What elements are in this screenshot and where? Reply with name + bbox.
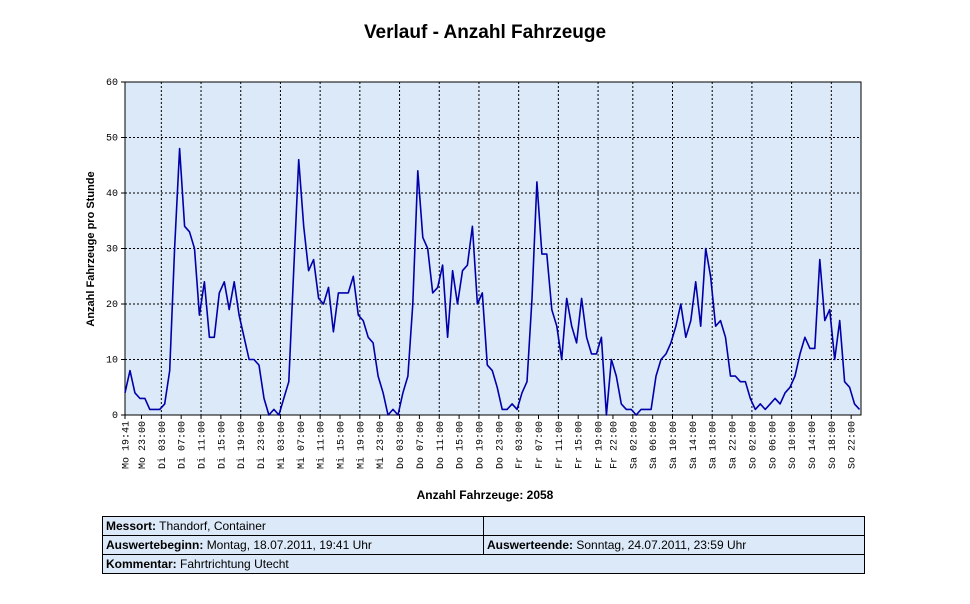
begin-value: Montag, 18.07.2011, 19:41 Uhr: [206, 538, 372, 552]
x-tick-label: Do 19:00: [475, 421, 486, 469]
x-tick-label: So 22:00: [848, 421, 859, 469]
x-tick-label: Di 23:00: [256, 421, 268, 469]
end-label: Auswerteende:: [487, 538, 574, 552]
x-tick-label: So 10:00: [788, 421, 799, 469]
x-tick-label: Do 03:00: [396, 421, 407, 469]
x-tick-label: Do 11:00: [436, 421, 447, 469]
series-line: [124, 147, 861, 416]
end-cell: Auswerteende: Sonntag, 24.07.2011, 23:59…: [483, 535, 865, 555]
x-tick-label: So 06:00: [768, 421, 779, 469]
location-label: Messort:: [106, 519, 157, 533]
end-value: Sonntag, 24.07.2011, 23:59 Uhr: [576, 538, 747, 552]
y-tick-label: 0: [112, 411, 118, 422]
x-tick-label: Di 07:00: [177, 421, 189, 469]
x-tick-label: Di 03:00: [157, 421, 169, 469]
x-tick-label: Do 23:00: [495, 421, 506, 469]
empty-cell: [483, 516, 865, 536]
x-tick-label: Fr 07:00: [535, 421, 546, 469]
comment-value: Fahrtrichtung Utecht: [180, 557, 289, 571]
x-tick-label: Mi 11:00: [316, 421, 328, 469]
total-vehicles: Anzahl Fahrzeuge: 2058: [416, 488, 554, 502]
y-axis: 0 10 20 30 40 50 60: [106, 78, 125, 422]
x-tick-label: Mi 03:00: [276, 421, 288, 469]
x-tick-label: Sa 14:00: [689, 421, 700, 469]
x-tick-label: Fr 03:00: [515, 421, 526, 469]
x-tick-label: Do 15:00: [456, 421, 467, 469]
info-row-location: Messort: Thandorf, Container: [102, 516, 865, 536]
x-tick-label: Di 11:00: [197, 421, 209, 469]
line-chart: 0 10 20 30 40 50 60 Mo 19:41 Mo 23:00 Di 03:00 Di…: [85, 78, 862, 469]
info-row-comment: Kommentar: Fahrtrichtung Utecht: [102, 554, 865, 574]
x-tick-label: So 18:00: [828, 421, 839, 469]
x-tick-label: Mi 19:00: [355, 421, 367, 469]
x-tick-label: Mi 23:00: [375, 421, 387, 469]
location-value: Thandorf, Container: [159, 519, 266, 533]
begin-label: Auswertebeginn:: [106, 538, 204, 552]
x-axis: Mo 19:41 Mo 23:00 Di 03:00 Di 07:00 Di 11:00…: [122, 415, 859, 469]
x-tick-label: Di 15:00: [216, 421, 228, 469]
x-tick-label: Sa 10:00: [669, 421, 680, 469]
x-tick-label: Sa 22:00: [729, 421, 740, 469]
x-tick-label: Sa 02:00: [629, 421, 640, 469]
x-tick-label: Do 07:00: [416, 421, 427, 469]
y-axis-label: Anzahl Fahrzeuge pro Stunde: [85, 171, 97, 326]
info-table: Messort: Thandorf, Container Auswertebeg…: [102, 516, 865, 574]
y-tick-label: 50: [106, 134, 118, 145]
y-tick-label: 60: [106, 78, 118, 89]
x-tick-label: Mo 19:41: [122, 421, 133, 469]
info-row-period: Auswertebeginn: Montag, 18.07.2011, 19:4…: [102, 535, 865, 555]
x-tick-label: Mi 15:00: [335, 421, 347, 469]
x-tick-label: Mi 07:00: [296, 421, 308, 469]
y-tick-label: 20: [106, 300, 118, 311]
x-tick-label: Fr 15:00: [575, 421, 586, 469]
x-tick-label: Di 19:00: [236, 421, 248, 469]
grid: [125, 81, 861, 415]
comment-label: Kommentar:: [106, 557, 177, 571]
begin-cell: Auswertebeginn: Montag, 18.07.2011, 19:4…: [102, 535, 484, 555]
chart-title: Verlauf - Anzahl Fahrzeuge: [363, 22, 607, 43]
x-tick-label: Fr 22:00: [609, 421, 620, 469]
x-tick-label: Mo 23:00: [138, 421, 149, 469]
x-tick-label: So 02:00: [748, 421, 759, 469]
x-tick-label: Sa 18:00: [709, 421, 720, 469]
x-tick-label: So 14:00: [808, 421, 819, 469]
x-tick-label: Fr 11:00: [555, 421, 566, 469]
x-tick-label: Fr 19:00: [595, 421, 606, 469]
y-tick-label: 30: [106, 245, 118, 256]
y-tick-label: 10: [106, 356, 118, 367]
y-tick-label: 40: [106, 189, 118, 200]
x-tick-label: Sa 06:00: [649, 421, 660, 469]
location-cell: Messort: Thandorf, Container: [102, 516, 484, 536]
comment-cell: Kommentar: Fahrtrichtung Utecht: [102, 554, 865, 574]
series-layer: [124, 147, 861, 416]
